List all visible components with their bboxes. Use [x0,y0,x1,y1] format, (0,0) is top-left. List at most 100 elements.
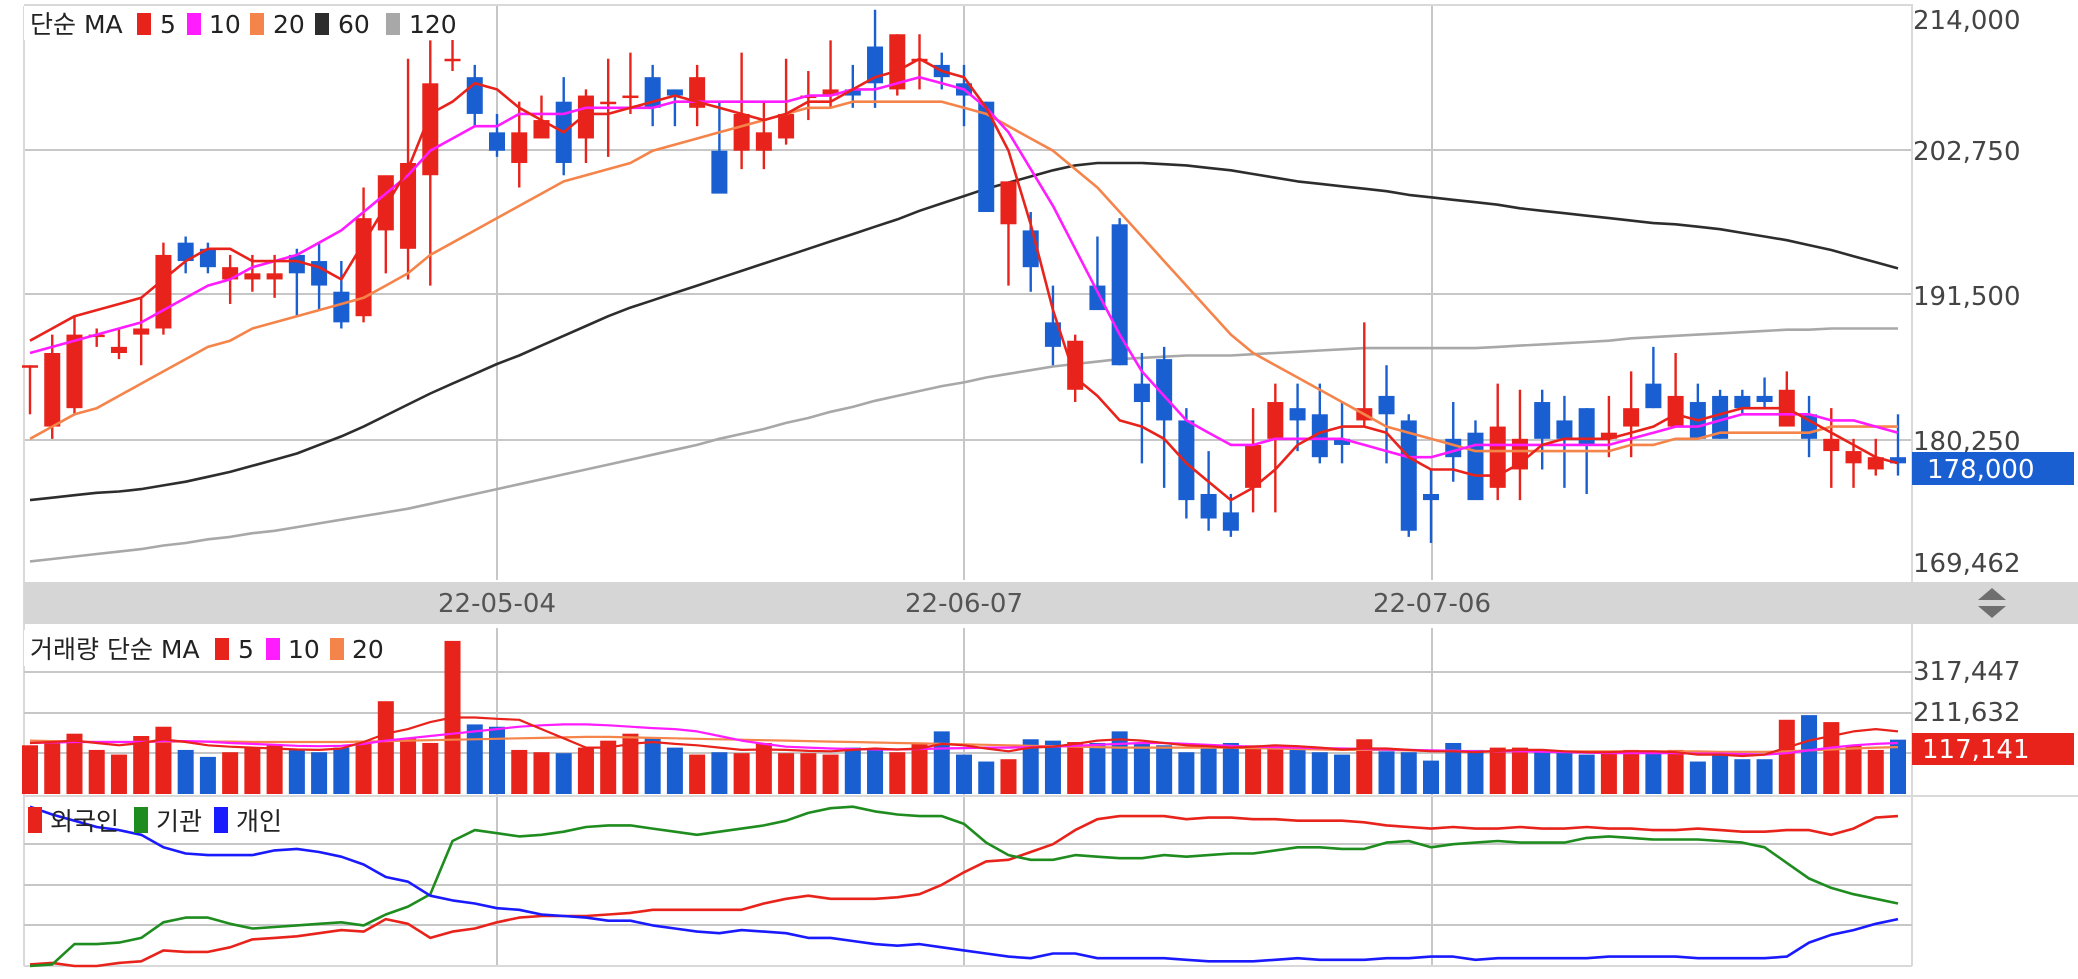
candle-body [1556,420,1573,439]
candle-body [21,365,39,368]
volume-bar [1044,740,1061,794]
date-axis-strip[interactable] [24,582,2078,624]
foreigner-line [29,814,1899,968]
candle-body [1845,451,1862,464]
volume-bar [1200,747,1217,794]
price-series [21,9,1907,563]
date-label-3: 22-07-06 [1373,589,1491,619]
candle [1623,371,1640,458]
volume-bar [1467,749,1484,794]
candle [577,89,594,163]
ma120-line [29,327,1898,563]
candle-body [355,218,372,317]
investor-legend: 외국인 기관 개인 [28,807,282,836]
candle [1556,395,1573,488]
volume-bar [1356,739,1373,794]
candle [355,187,372,323]
candle [1267,383,1284,513]
price-tick-5: 169,462 [1913,549,2021,579]
volume-bar [422,742,439,794]
volume-y-axis: 317,447 211,632 [1913,657,2021,728]
candle-body [1089,285,1106,311]
ma60-period: 60 [338,10,370,39]
candle-body [1222,512,1239,531]
candle-body [844,89,861,96]
candle-body [488,132,506,151]
ma20-swatch [250,13,264,35]
candle [333,261,350,329]
volume-bar [666,747,683,794]
volume-bar [622,733,639,794]
volume-bar [400,738,417,794]
candle [1400,414,1417,537]
volume-bar [1801,715,1818,794]
volume-bar [1267,747,1284,794]
volume-bar [955,754,973,794]
candle [1845,438,1862,488]
volume-series [21,640,1907,794]
individual-label: 개인 [236,807,282,836]
ma5-line [29,57,1899,502]
volume-bar [1778,719,1795,794]
candle [733,52,750,170]
up-down-arrows-icon[interactable] [1978,588,2006,618]
candle [1889,414,1907,476]
candle-body [266,273,283,280]
volume-bar [355,740,372,794]
volume-bar [488,726,506,794]
candle-body [155,254,172,329]
candle [1156,346,1173,488]
volume-bar [1534,749,1551,794]
institution-line [29,805,1899,968]
vol-ma5-period: 5 [238,635,254,664]
candle [66,316,83,415]
candle-body [1756,395,1773,403]
ma5-period: 5 [160,10,176,39]
candle [889,34,906,96]
volume-bar [133,736,150,794]
volume-bar [1867,749,1884,794]
candle [1067,334,1084,403]
volume-bar [1889,739,1907,794]
date-label-2: 22-06-07 [905,589,1023,619]
candle [1111,218,1128,366]
candle-body [1200,493,1217,519]
candle-body [110,346,127,353]
vol-ma20-swatch [330,638,344,660]
candle-body [1534,402,1551,439]
candle-body [1445,438,1462,458]
volume-bar [21,745,39,794]
candle-body [1712,395,1729,439]
candle-body [622,95,639,99]
candle [867,9,884,108]
candle-body [755,132,772,151]
volume-bar [311,752,328,794]
candle-body [778,113,795,139]
volume-bar [889,752,906,794]
volume-bar [511,749,528,794]
volume-bar [1445,742,1462,794]
volume-bar [1845,745,1862,794]
volume-bar [1712,754,1729,794]
current-price-value: 178,000 [1927,455,2035,485]
volume-bar [1334,754,1351,794]
candle-body [1400,420,1417,531]
volume-bar [1378,751,1395,794]
ma10-swatch [187,13,201,35]
volume-bar [199,756,216,794]
volume-bar [266,745,283,794]
volume-bar [44,740,61,794]
candle-body [978,101,995,213]
candle-body [1289,408,1306,421]
candle [755,101,772,170]
volume-bar [1489,747,1506,794]
candle-body [533,120,550,139]
vol-ma10-swatch [266,638,280,660]
volume-bar [644,738,661,794]
volume-bar [1400,752,1417,794]
volume-bar [1689,761,1706,794]
candle-body [600,101,617,105]
candle [511,101,528,188]
